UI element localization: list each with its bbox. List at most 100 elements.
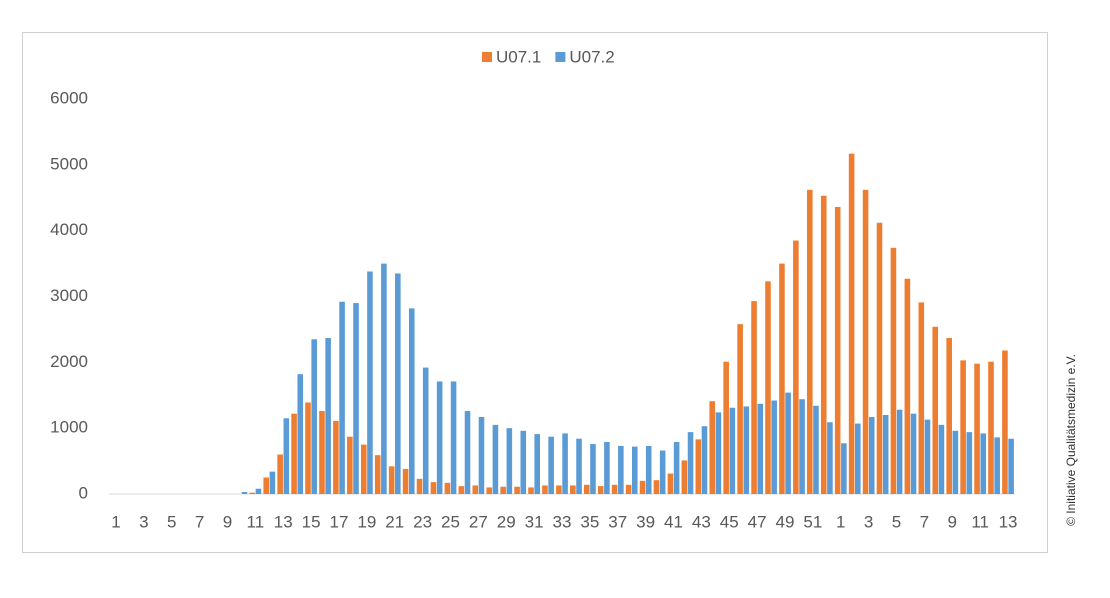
bar (464, 411, 471, 494)
bar (793, 240, 799, 494)
bar (848, 153, 855, 494)
bar (534, 434, 540, 494)
bar (249, 492, 256, 494)
bar (319, 411, 325, 494)
bar (353, 303, 359, 494)
bar (297, 374, 304, 494)
bar (673, 441, 680, 494)
bar (374, 455, 381, 494)
x-tick-label: 29 (497, 512, 516, 531)
bar (269, 471, 276, 494)
legend-label: U07.2 (569, 47, 614, 66)
x-tick-label: 1 (111, 512, 120, 531)
bar (765, 281, 771, 494)
bar (458, 486, 465, 494)
bar (416, 478, 423, 494)
bar (966, 432, 973, 494)
bar (918, 302, 925, 494)
bar (311, 339, 317, 494)
x-tick-label: 21 (385, 512, 404, 531)
bar (402, 468, 409, 494)
bar (408, 308, 415, 494)
x-tick-label: 31 (525, 512, 544, 531)
bar (952, 430, 959, 494)
bar (737, 324, 743, 494)
x-tick-label: 23 (413, 512, 432, 531)
bar (743, 406, 750, 494)
x-tick-label: 13 (999, 512, 1018, 531)
bar (701, 426, 708, 494)
x-tick-label: 51 (803, 512, 822, 531)
bar (723, 361, 729, 494)
bar (611, 484, 618, 494)
bar (757, 403, 764, 494)
bar (556, 485, 562, 494)
bar (625, 484, 632, 494)
bar (450, 381, 457, 494)
y-tick-label: 0 (79, 483, 88, 502)
bar (974, 363, 980, 494)
bar (715, 412, 722, 494)
bar (444, 482, 451, 494)
x-tick-label: 7 (195, 512, 204, 531)
bar (1002, 350, 1008, 494)
bar (667, 473, 674, 494)
x-tick-label: 43 (692, 512, 711, 531)
bar (1008, 438, 1014, 494)
legend-label: U07.1 (496, 47, 541, 66)
bar (277, 454, 283, 494)
bar (305, 402, 311, 494)
bar (807, 189, 813, 494)
bar (570, 485, 576, 494)
bar (862, 189, 869, 494)
bar (904, 278, 911, 494)
bar (820, 195, 827, 494)
bar (896, 409, 903, 494)
y-tick-label: 1000 (50, 418, 88, 437)
bar (924, 419, 931, 494)
bar (890, 247, 897, 494)
bar (729, 407, 736, 494)
x-tick-label: 17 (330, 512, 349, 531)
bar (827, 422, 833, 494)
y-tick-label: 5000 (50, 154, 88, 173)
bar (584, 484, 590, 494)
x-tick-label: 7 (920, 512, 929, 531)
bar (255, 488, 262, 494)
bar (436, 381, 443, 494)
y-tick-label: 6000 (50, 88, 88, 107)
bar (946, 337, 952, 494)
legend-swatch (555, 52, 566, 62)
bar (395, 273, 401, 494)
bar (430, 482, 437, 494)
x-tick-label: 37 (608, 512, 627, 531)
bar (339, 301, 345, 494)
bar (514, 486, 520, 494)
legend-swatch (482, 52, 492, 62)
bar (938, 424, 945, 494)
bar (618, 445, 624, 494)
bar (785, 392, 791, 494)
bar (932, 326, 939, 494)
credit: © Initiative Qualitätsmedizin e.V. (1064, 354, 1078, 526)
x-tick-label: 9 (948, 512, 957, 531)
x-tick-label: 39 (636, 512, 655, 531)
bar (422, 367, 429, 494)
bar (520, 430, 527, 494)
bar (639, 480, 646, 494)
bar (709, 401, 716, 494)
y-tick-label: 3000 (50, 286, 88, 305)
x-tick-label: 9 (223, 512, 232, 531)
bar (779, 263, 785, 494)
bar (834, 206, 841, 494)
bar (799, 399, 805, 494)
x-tick-label: 49 (776, 512, 795, 531)
bar (910, 413, 917, 494)
bar (347, 436, 353, 494)
x-tick-label: 3 (864, 512, 873, 531)
bar (506, 428, 513, 494)
bar (388, 466, 395, 494)
x-tick-label: 5 (892, 512, 901, 531)
x-tick-label: 47 (748, 512, 767, 531)
